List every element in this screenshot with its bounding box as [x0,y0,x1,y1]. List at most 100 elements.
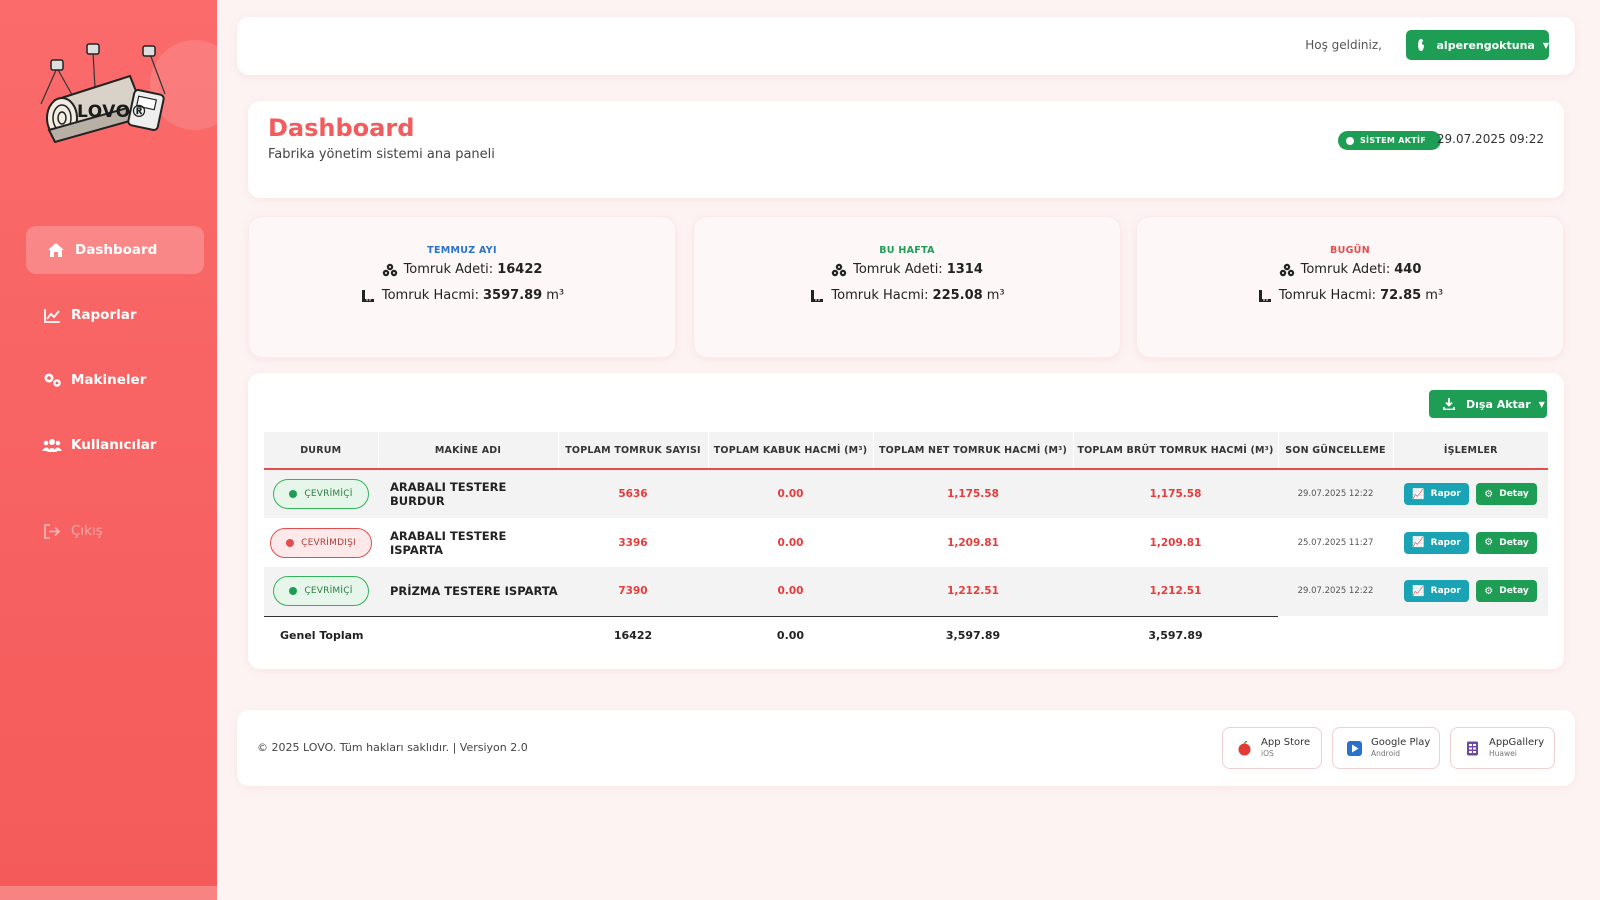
bark-volume: 0.00 [777,488,804,500]
app-store-link[interactable]: App Store iOS [1222,727,1322,769]
stat-label: TEMMUZ AYI [427,245,497,256]
row-actions: 📈 Rapor ⚙ Detay [1393,469,1548,518]
report-button[interactable]: 📈 Rapor [1404,580,1469,603]
detail-label: Detay [1499,489,1529,499]
appgallery-icon [1467,741,1478,755]
detail-label: Detay [1499,537,1529,548]
page-title: Dashboard [268,114,415,142]
stat-volume-label: Tomruk Hacmi: [1278,288,1377,303]
sidebar-item-raporlar[interactable]: Raporlar [26,291,204,339]
report-button[interactable]: 📈 Rapor [1404,483,1469,505]
google-play-link[interactable]: Google Play Android [1332,727,1440,769]
column-header[interactable]: TOPLAM TOMRUK SAYISI [557,432,708,470]
machine-name: ARABALI TESTERE BURDUR [390,480,507,508]
table-row: ÇEVRİMDIŞI ARABALI TESTERE ISPARTA 3396 … [264,518,1548,567]
report-label: Rapor [1430,537,1461,548]
store-platform: Android [1371,749,1400,758]
stat-count-row: Tomruk Adeti: 1314 [694,262,1120,277]
chevron-down-icon: ▼ [1538,399,1545,409]
status-dot-icon [289,490,298,498]
detail-button[interactable]: ⚙ Detay [1476,580,1537,603]
sidebar-item-makineler[interactable]: Makineler [26,356,204,404]
column-header[interactable]: TOPLAM BRÜT TOMRUK HACMİ (M³) [1072,432,1278,470]
table-row: ÇEVRİMİÇİ PRİZMA TESTERE ISPARTA 7390 0.… [264,567,1548,616]
machines-table: DURUM MAKİNE ADI TOPLAM TOMRUK SAYISI TO… [264,432,1548,654]
machines-table-card: Dışa Aktar ▼ DURUM MAKİNE ADI TOPLAM TOM… [248,373,1564,669]
system-status-badge: SİSTEM AKTİF [1338,131,1441,150]
sidebar-item-cikis[interactable]: Çıkış [26,507,204,555]
sidebar-item-dashboard[interactable]: Dashboard [26,226,204,274]
stat-volume-unit: m³ [986,288,1005,303]
column-header: İŞLEMLER [1392,432,1548,470]
lovo-logo-icon [40,43,166,144]
stat-volume-row: Tomruk Hacmi: 225.08 m³ [694,288,1120,303]
column-header[interactable]: TOPLAM KABUK HACMİ (M³) [707,432,873,470]
detail-label: Detay [1499,586,1529,597]
sidebar-scrollbar[interactable] [0,886,217,900]
column-header[interactable]: SON GÜNCELLEME [1277,432,1393,470]
sidebar-item-label: Raporlar [71,307,137,323]
gear-icon: ⚙ [1484,537,1494,548]
row-actions: 📈 Rapor ⚙ Detay [1393,567,1548,616]
gears-icon [42,370,62,390]
stat-count-row: Tomruk Adeti: 440 [1137,262,1563,277]
stat-volume-value: 3597.89 [483,288,543,303]
export-button[interactable]: Dışa Aktar ▼ [1429,390,1547,418]
status-badge-label: SİSTEM AKTİF [1360,136,1427,145]
net-volume: 1,209.81 [947,536,999,549]
stat-count-value: 1314 [946,262,983,277]
column-header[interactable]: DURUM [264,432,378,470]
store-name: Google Play [1371,737,1431,748]
logs-icon [1279,263,1294,276]
status-badge: ÇEVRİMDIŞI [270,527,372,558]
page-footer: © 2025 LOVO. Tüm hakları saklıdır. | Ver… [237,710,1575,786]
detail-button[interactable]: ⚙ Detay [1476,483,1537,505]
status-label: ÇEVRİMDIŞI [301,537,356,548]
store-platform: Huawei [1489,749,1517,758]
net-volume: 1,175.58 [947,488,999,500]
dashboard-header: Dashboard Fabrika yönetim sistemi ana pa… [248,101,1564,198]
status-label: ÇEVRİMİÇİ [304,489,353,499]
logs-icon [382,263,397,276]
ruler-icon [1258,289,1271,302]
report-label: Rapor [1430,489,1461,499]
stat-volume-label: Tomruk Hacmi: [381,288,480,303]
sidebar-nav: Dashboard Raporlar Makineler Kullanıcıla… [26,226,204,572]
export-label: Dışa Aktar [1466,397,1531,411]
total-label: Genel Toplam [280,628,364,642]
sidebar-item-kullanicilar[interactable]: Kullanıcılar [26,421,204,469]
chart-line-icon: 📈 [1412,585,1425,597]
stat-volume-unit: m³ [1425,288,1444,303]
column-header[interactable]: TOPLAM NET TOMRUK HACMİ (M³) [872,432,1073,470]
report-button[interactable]: 📈 Rapor [1404,531,1469,554]
page-subtitle: Fabrika yönetim sistemi ana paneli [268,147,495,162]
status-badge: ÇEVRİMİÇİ [273,479,369,509]
store-name: App Store [1261,737,1311,748]
stat-volume-unit: m³ [546,288,565,303]
stat-volume-value: 72.85 [1380,288,1422,303]
sidebar: LOVO® Dashboard Raporlar Makineler Kulla… [0,0,217,900]
users-icon [42,435,62,455]
report-label: Rapor [1430,586,1461,597]
gross-volume: 1,212.51 [1149,585,1202,598]
status-label: ÇEVRİMİÇİ [304,586,353,597]
last-update: 29.07.2025 12:22 [1297,489,1374,499]
column-header[interactable]: MAKİNE ADI [377,432,558,470]
detail-button[interactable]: ⚙ Detay [1476,531,1537,554]
net-volume: 1,212.51 [947,585,999,598]
stat-volume-row: Tomruk Hacmi: 72.85 m³ [1137,288,1563,303]
table-header-row: DURUM MAKİNE ADI TOPLAM TOMRUK SAYISI TO… [264,432,1548,470]
system-datetime: 29.07.2025 09:22 [1436,132,1544,146]
appgallery-link[interactable]: AppGallery Huawei [1450,727,1555,769]
row-actions: 📈 Rapor ⚙ Detay [1393,518,1548,567]
log-count: 7390 [618,585,648,598]
ruler-icon [811,289,824,302]
user-menu-button[interactable]: alperengoktuna ▼ [1406,30,1549,60]
copyright-text: © 2025 LOVO. Tüm hakları saklıdır. | Ver… [257,741,528,754]
stat-volume-label: Tomruk Hacmi: [831,288,929,303]
stat-card-month: TEMMUZ AYI Tomruk Adeti: 16422 Tomruk Ha… [248,216,676,358]
sidebar-item-label: Kullanıcılar [71,437,157,453]
chart-line-icon: 📈 [1412,537,1425,548]
sidebar-item-label: Çıkış [71,523,103,539]
top-header: Hoş geldiniz, alperengoktuna ▼ [237,17,1575,75]
